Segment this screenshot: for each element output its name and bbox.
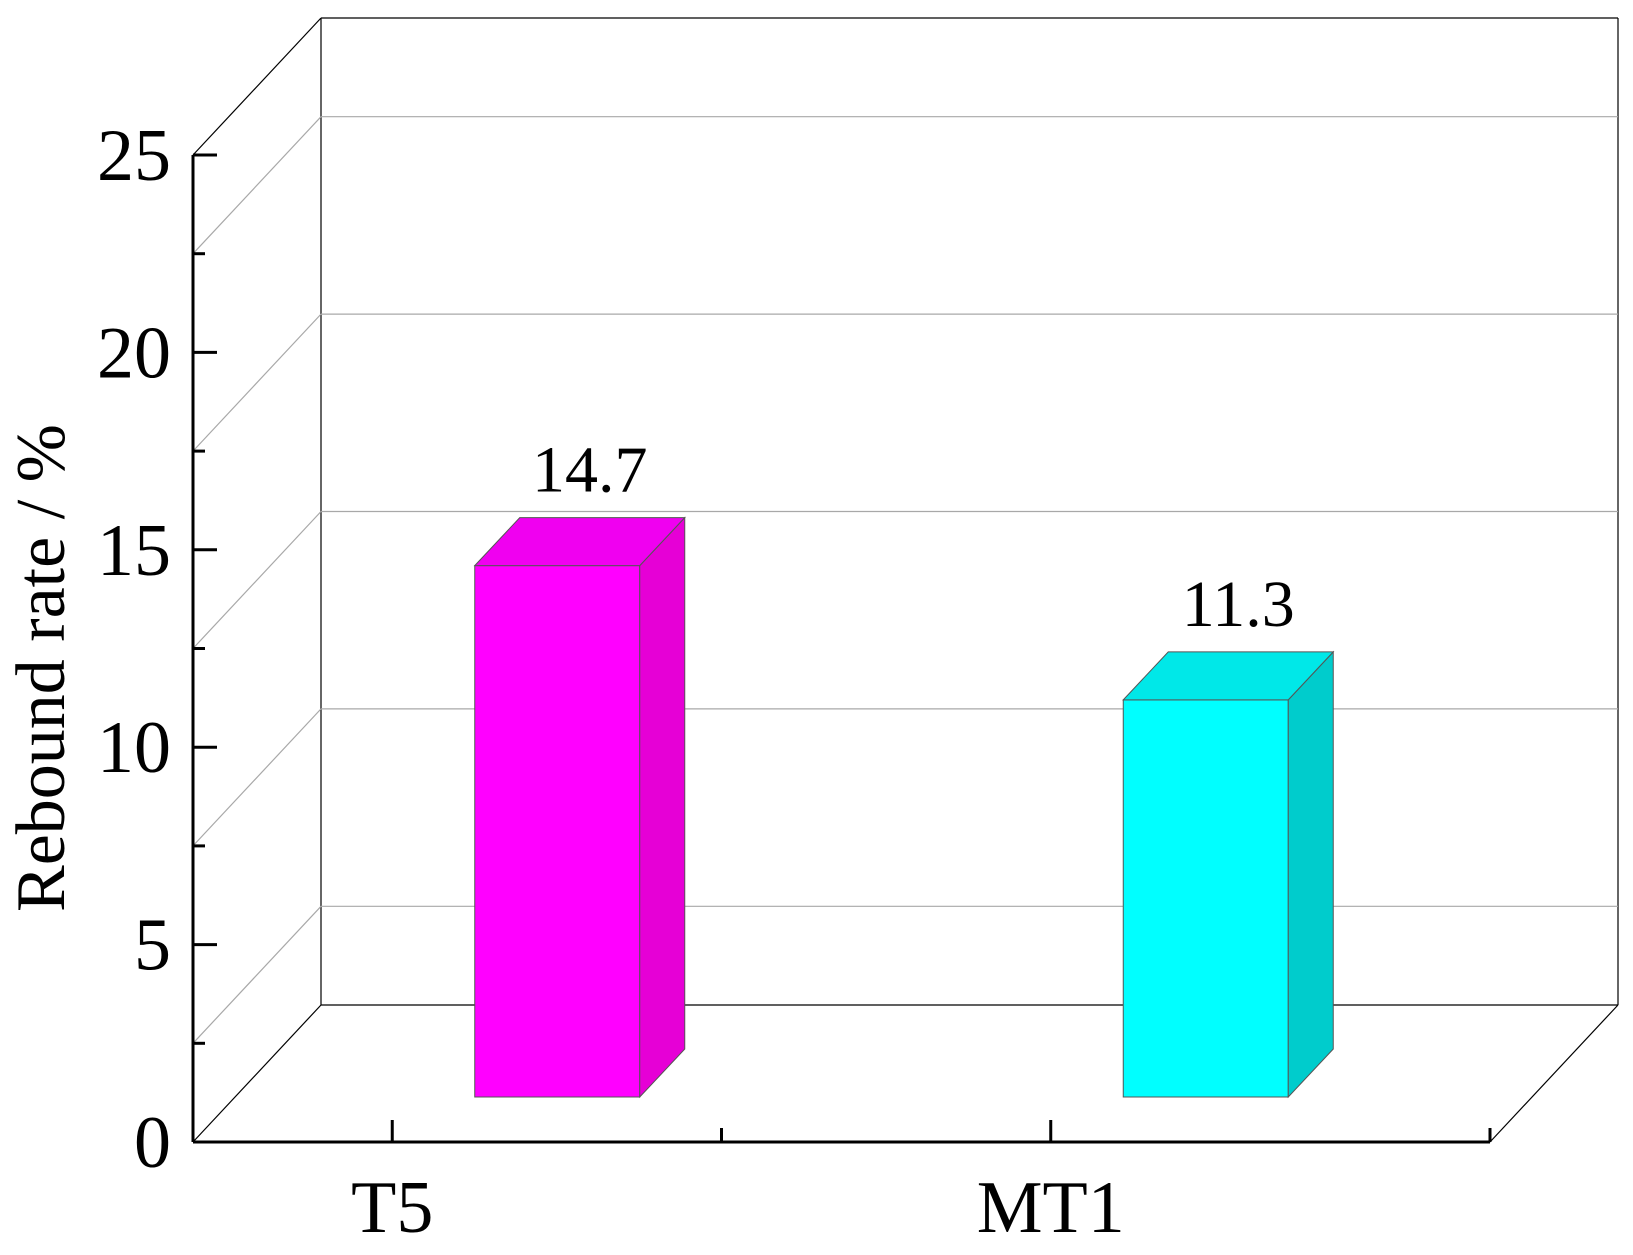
grid-line-side (192, 905, 322, 1044)
grid-line-side (192, 116, 322, 255)
grid-lines (192, 116, 1618, 1044)
x-tick-label-t5: T5 (351, 1167, 433, 1249)
data-label-mt1: 11.3 (1182, 568, 1295, 641)
y-tick-label: 5 (134, 905, 171, 987)
grid-line-side (192, 708, 322, 847)
data-label-t5: 14.7 (532, 434, 648, 507)
y-tick-label: 0 (134, 1102, 171, 1184)
labels: 14.7 T5 11.3 MT1 0 5 10 15 20 25 (97, 115, 1295, 1249)
bar-t5 (473, 516, 686, 1099)
bar-front-face (1122, 699, 1289, 1098)
floor-left-edge (192, 1004, 322, 1143)
y-tick-label: 10 (97, 707, 171, 789)
bar-front-face (474, 565, 641, 1098)
floor-right-edge (1489, 1004, 1619, 1143)
back-wall (192, 17, 1619, 1143)
y-axis-title: Rebound rate / % (3, 424, 80, 912)
y-tick-label: 15 (97, 510, 171, 592)
grid-line-side (192, 313, 322, 452)
bar-side-face (1287, 650, 1334, 1099)
bar-top-face (1122, 651, 1335, 701)
bar-side-face (639, 516, 686, 1099)
side-wall-top-edge (192, 17, 322, 156)
bars (473, 516, 1335, 1099)
axes (191, 153, 1492, 1144)
bar-top-face (473, 517, 686, 567)
y-tick-label: 20 (97, 312, 171, 394)
bar-mt1 (1122, 650, 1335, 1099)
x-tick-label-mt1: MT1 (977, 1167, 1125, 1249)
y-tick-label: 25 (97, 115, 171, 197)
grid-line-side (192, 511, 322, 649)
